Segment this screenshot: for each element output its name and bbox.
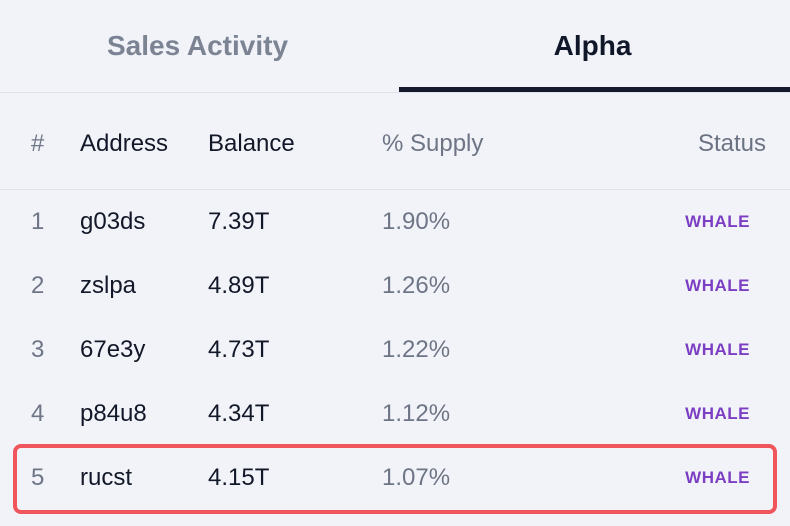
row-address[interactable]: zslpa [80,272,137,299]
table-row[interactable]: 4 p84u8 4.34T 1.12% WHALE [0,382,790,446]
tab-alpha[interactable]: Alpha [553,30,632,61]
row-rank: 1 [31,208,45,235]
column-header-rank: # [31,130,45,157]
row-rank: 5 [31,464,45,491]
row-address[interactable]: p84u8 [80,400,147,427]
status-badge: WHALE [685,404,750,423]
row-rank: 2 [31,272,45,299]
row-supply: 1.90% [382,208,451,235]
row-supply: 1.26% [382,272,451,299]
row-address[interactable]: 67e3y [80,336,146,363]
row-address[interactable]: rucst [80,464,133,491]
table-row-highlighted[interactable]: 5 rucst 4.15T 1.07% WHALE [0,446,790,510]
column-header-address: Address [80,130,169,157]
row-balance: 4.73T [208,336,270,363]
table-row[interactable]: 3 67e3y 4.73T 1.22% WHALE [0,318,790,382]
table-row[interactable]: 1 g03ds 7.39T 1.90% WHALE [0,190,790,254]
row-rank: 3 [31,336,45,363]
row-rank: 4 [31,400,45,427]
status-badge: WHALE [685,276,750,295]
column-header-supply: % Supply [382,130,484,157]
tab-bar: Sales Activity Alpha [0,0,790,93]
row-balance: 4.89T [208,272,270,299]
status-badge: WHALE [685,212,750,231]
row-supply: 1.07% [382,464,451,491]
status-badge: WHALE [685,468,750,487]
active-tab-indicator [399,87,790,92]
row-supply: 1.12% [382,400,451,427]
row-balance: 4.34T [208,400,270,427]
row-supply: 1.22% [382,336,451,363]
table-row[interactable]: 2 zslpa 4.89T 1.26% WHALE [0,254,790,318]
row-balance: 7.39T [208,208,270,235]
column-header-balance: Balance [208,130,295,157]
status-badge: WHALE [685,340,750,359]
tab-sales-activity[interactable]: Sales Activity [106,30,289,61]
row-address[interactable]: g03ds [80,208,146,235]
column-header-status: Status [697,130,766,157]
row-balance: 4.15T [208,464,270,491]
table-header: # Address Balance % Supply Status [0,92,790,190]
